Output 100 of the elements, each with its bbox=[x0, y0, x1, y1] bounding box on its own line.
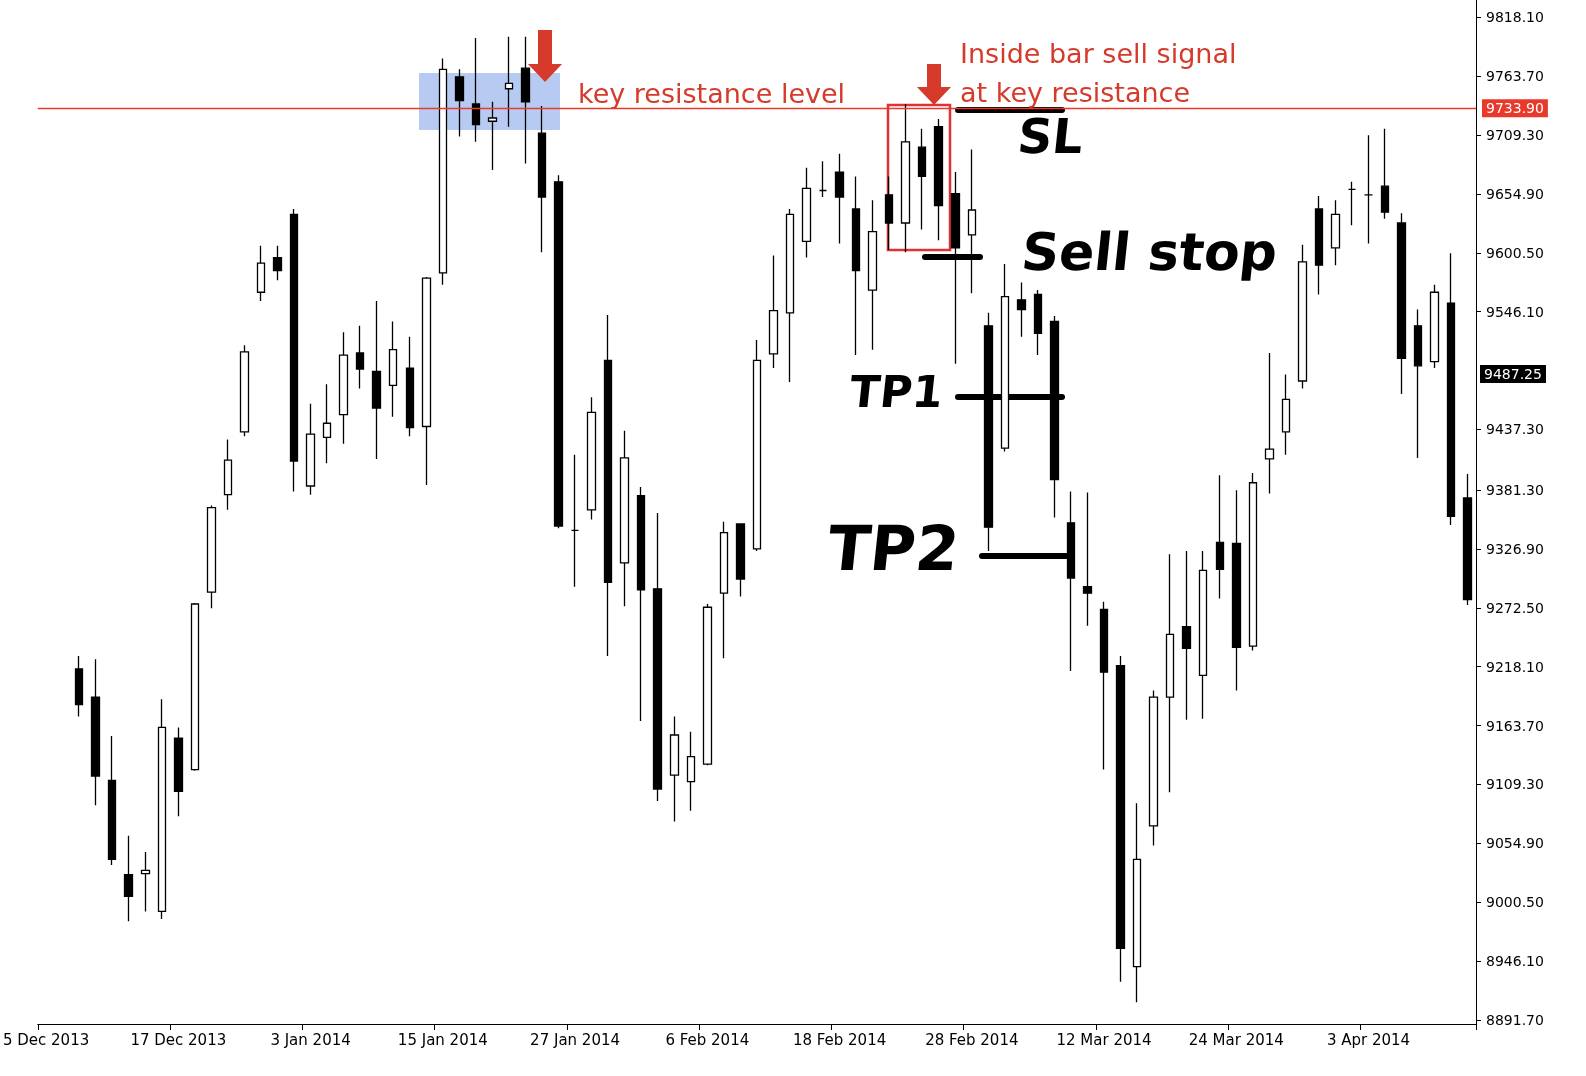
candlestick bbox=[537, 105, 547, 253]
candlestick bbox=[983, 312, 994, 552]
candlestick bbox=[1198, 550, 1208, 720]
candlestick bbox=[867, 199, 878, 351]
candlestick bbox=[1297, 243, 1308, 390]
candlestick bbox=[90, 658, 101, 806]
candlestick bbox=[1462, 473, 1473, 606]
x-tick-label: 3 Apr 2014 bbox=[1326, 1030, 1411, 1049]
candlestick bbox=[355, 325, 365, 390]
candlestick bbox=[719, 521, 729, 659]
candlestick bbox=[768, 254, 779, 369]
y-tick-label: 9326.90 bbox=[1486, 540, 1544, 557]
candlestick bbox=[256, 245, 266, 302]
candlestick bbox=[1264, 352, 1275, 495]
y-tick-label: 9818.10 bbox=[1486, 9, 1544, 26]
candlestick bbox=[471, 37, 481, 143]
candlestick bbox=[1082, 491, 1093, 627]
candlestick bbox=[1281, 373, 1291, 456]
candlestick bbox=[1231, 489, 1242, 692]
candlestick bbox=[157, 698, 167, 920]
candlestick bbox=[1429, 284, 1440, 369]
candlestick bbox=[1066, 490, 1076, 672]
candlestick bbox=[1181, 550, 1192, 721]
candlestick bbox=[586, 396, 597, 521]
candlestick bbox=[107, 735, 117, 866]
candlestick bbox=[834, 153, 845, 245]
annotation: Inside bar sell signal at key resistance bbox=[960, 37, 1238, 110]
candlestick bbox=[438, 57, 448, 286]
x-tick-label: 18 Feb 2014 bbox=[792, 1030, 887, 1049]
x-tick-label: 24 Mar 2014 bbox=[1188, 1030, 1284, 1049]
candlestick bbox=[933, 118, 944, 241]
candlestick bbox=[1347, 181, 1357, 226]
candlestick bbox=[1363, 134, 1374, 245]
candlestick bbox=[322, 383, 332, 464]
candlestick bbox=[74, 655, 84, 718]
x-tick-label: 12 Mar 2014 bbox=[1056, 1030, 1152, 1049]
y-tick-label: 9272.50 bbox=[1486, 599, 1544, 616]
annotation: SL bbox=[1015, 108, 1087, 164]
candlestick bbox=[520, 36, 531, 165]
x-tick-label: 17 Dec 2013 bbox=[130, 1030, 227, 1049]
y-tick-label: 9763.70 bbox=[1486, 68, 1544, 85]
candlestick bbox=[752, 339, 762, 552]
candlestick bbox=[884, 175, 894, 251]
candlestick bbox=[1380, 128, 1390, 220]
text: 9487.25 bbox=[1480, 365, 1546, 383]
annotation: TP1 bbox=[847, 366, 946, 417]
candlestick bbox=[553, 174, 564, 529]
y-tick-label: 9600.50 bbox=[1486, 244, 1544, 261]
candlestick bbox=[1413, 308, 1423, 459]
x-tick-label: 6 Feb 2014 bbox=[665, 1030, 750, 1049]
candlestick bbox=[619, 430, 630, 607]
candlestick bbox=[818, 160, 828, 198]
candlestick bbox=[1016, 281, 1027, 338]
candlestick bbox=[735, 523, 746, 598]
candlestick bbox=[1132, 802, 1142, 1003]
candlestick bbox=[388, 320, 398, 418]
candlestick bbox=[487, 101, 498, 171]
candlestick bbox=[785, 208, 795, 383]
y-tick-label: 9163.70 bbox=[1486, 717, 1544, 734]
candlestick bbox=[421, 276, 432, 486]
x-tick-label: 5 Dec 2013 bbox=[2, 1030, 90, 1049]
candlestick bbox=[140, 851, 151, 913]
candlestick bbox=[504, 36, 514, 128]
annotation: TP2 bbox=[824, 512, 963, 585]
candlestick bbox=[206, 504, 217, 609]
candlestick bbox=[371, 300, 382, 460]
ref-line-label: 9733.90 bbox=[1486, 100, 1544, 117]
candlestick bbox=[686, 731, 696, 812]
y-tick-label: 9654.90 bbox=[1486, 185, 1544, 202]
candlestick bbox=[1033, 289, 1043, 356]
candlestick bbox=[1396, 212, 1407, 395]
candlestick bbox=[289, 208, 299, 493]
candlestick bbox=[636, 486, 646, 722]
x-tick-label: 27 Jan 2014 bbox=[530, 1030, 621, 1049]
y-tick-label: 8891.70 bbox=[1486, 1011, 1544, 1028]
annotation: Sell stop bbox=[1018, 222, 1281, 282]
x-tick-label: 28 Feb 2014 bbox=[925, 1030, 1019, 1049]
candlestick bbox=[1248, 472, 1258, 652]
y-tick-label: 9218.10 bbox=[1486, 658, 1544, 675]
candlestick bbox=[967, 148, 977, 294]
y-tick-label: 8946.10 bbox=[1486, 953, 1544, 970]
candlestick bbox=[190, 602, 200, 772]
candlestick bbox=[1115, 655, 1126, 983]
candlestick bbox=[223, 438, 233, 511]
candlestick bbox=[1314, 195, 1324, 296]
candlestick bbox=[239, 344, 250, 437]
candlestick bbox=[603, 314, 613, 657]
candlestick bbox=[272, 245, 283, 282]
candlestick bbox=[1215, 474, 1225, 600]
candlestick bbox=[1099, 601, 1109, 771]
y-tick-label: 9709.30 bbox=[1486, 126, 1544, 143]
candlestick bbox=[305, 403, 316, 496]
candlestick bbox=[1148, 689, 1159, 847]
candlestick bbox=[454, 68, 465, 138]
candlestick bbox=[173, 726, 184, 817]
candlestick bbox=[652, 512, 663, 802]
x-tick-label: 3 Jan 2014 bbox=[270, 1030, 351, 1049]
y-tick-label: 9437.30 bbox=[1486, 421, 1544, 438]
candlestick bbox=[950, 171, 961, 365]
candlestick bbox=[1330, 199, 1341, 266]
